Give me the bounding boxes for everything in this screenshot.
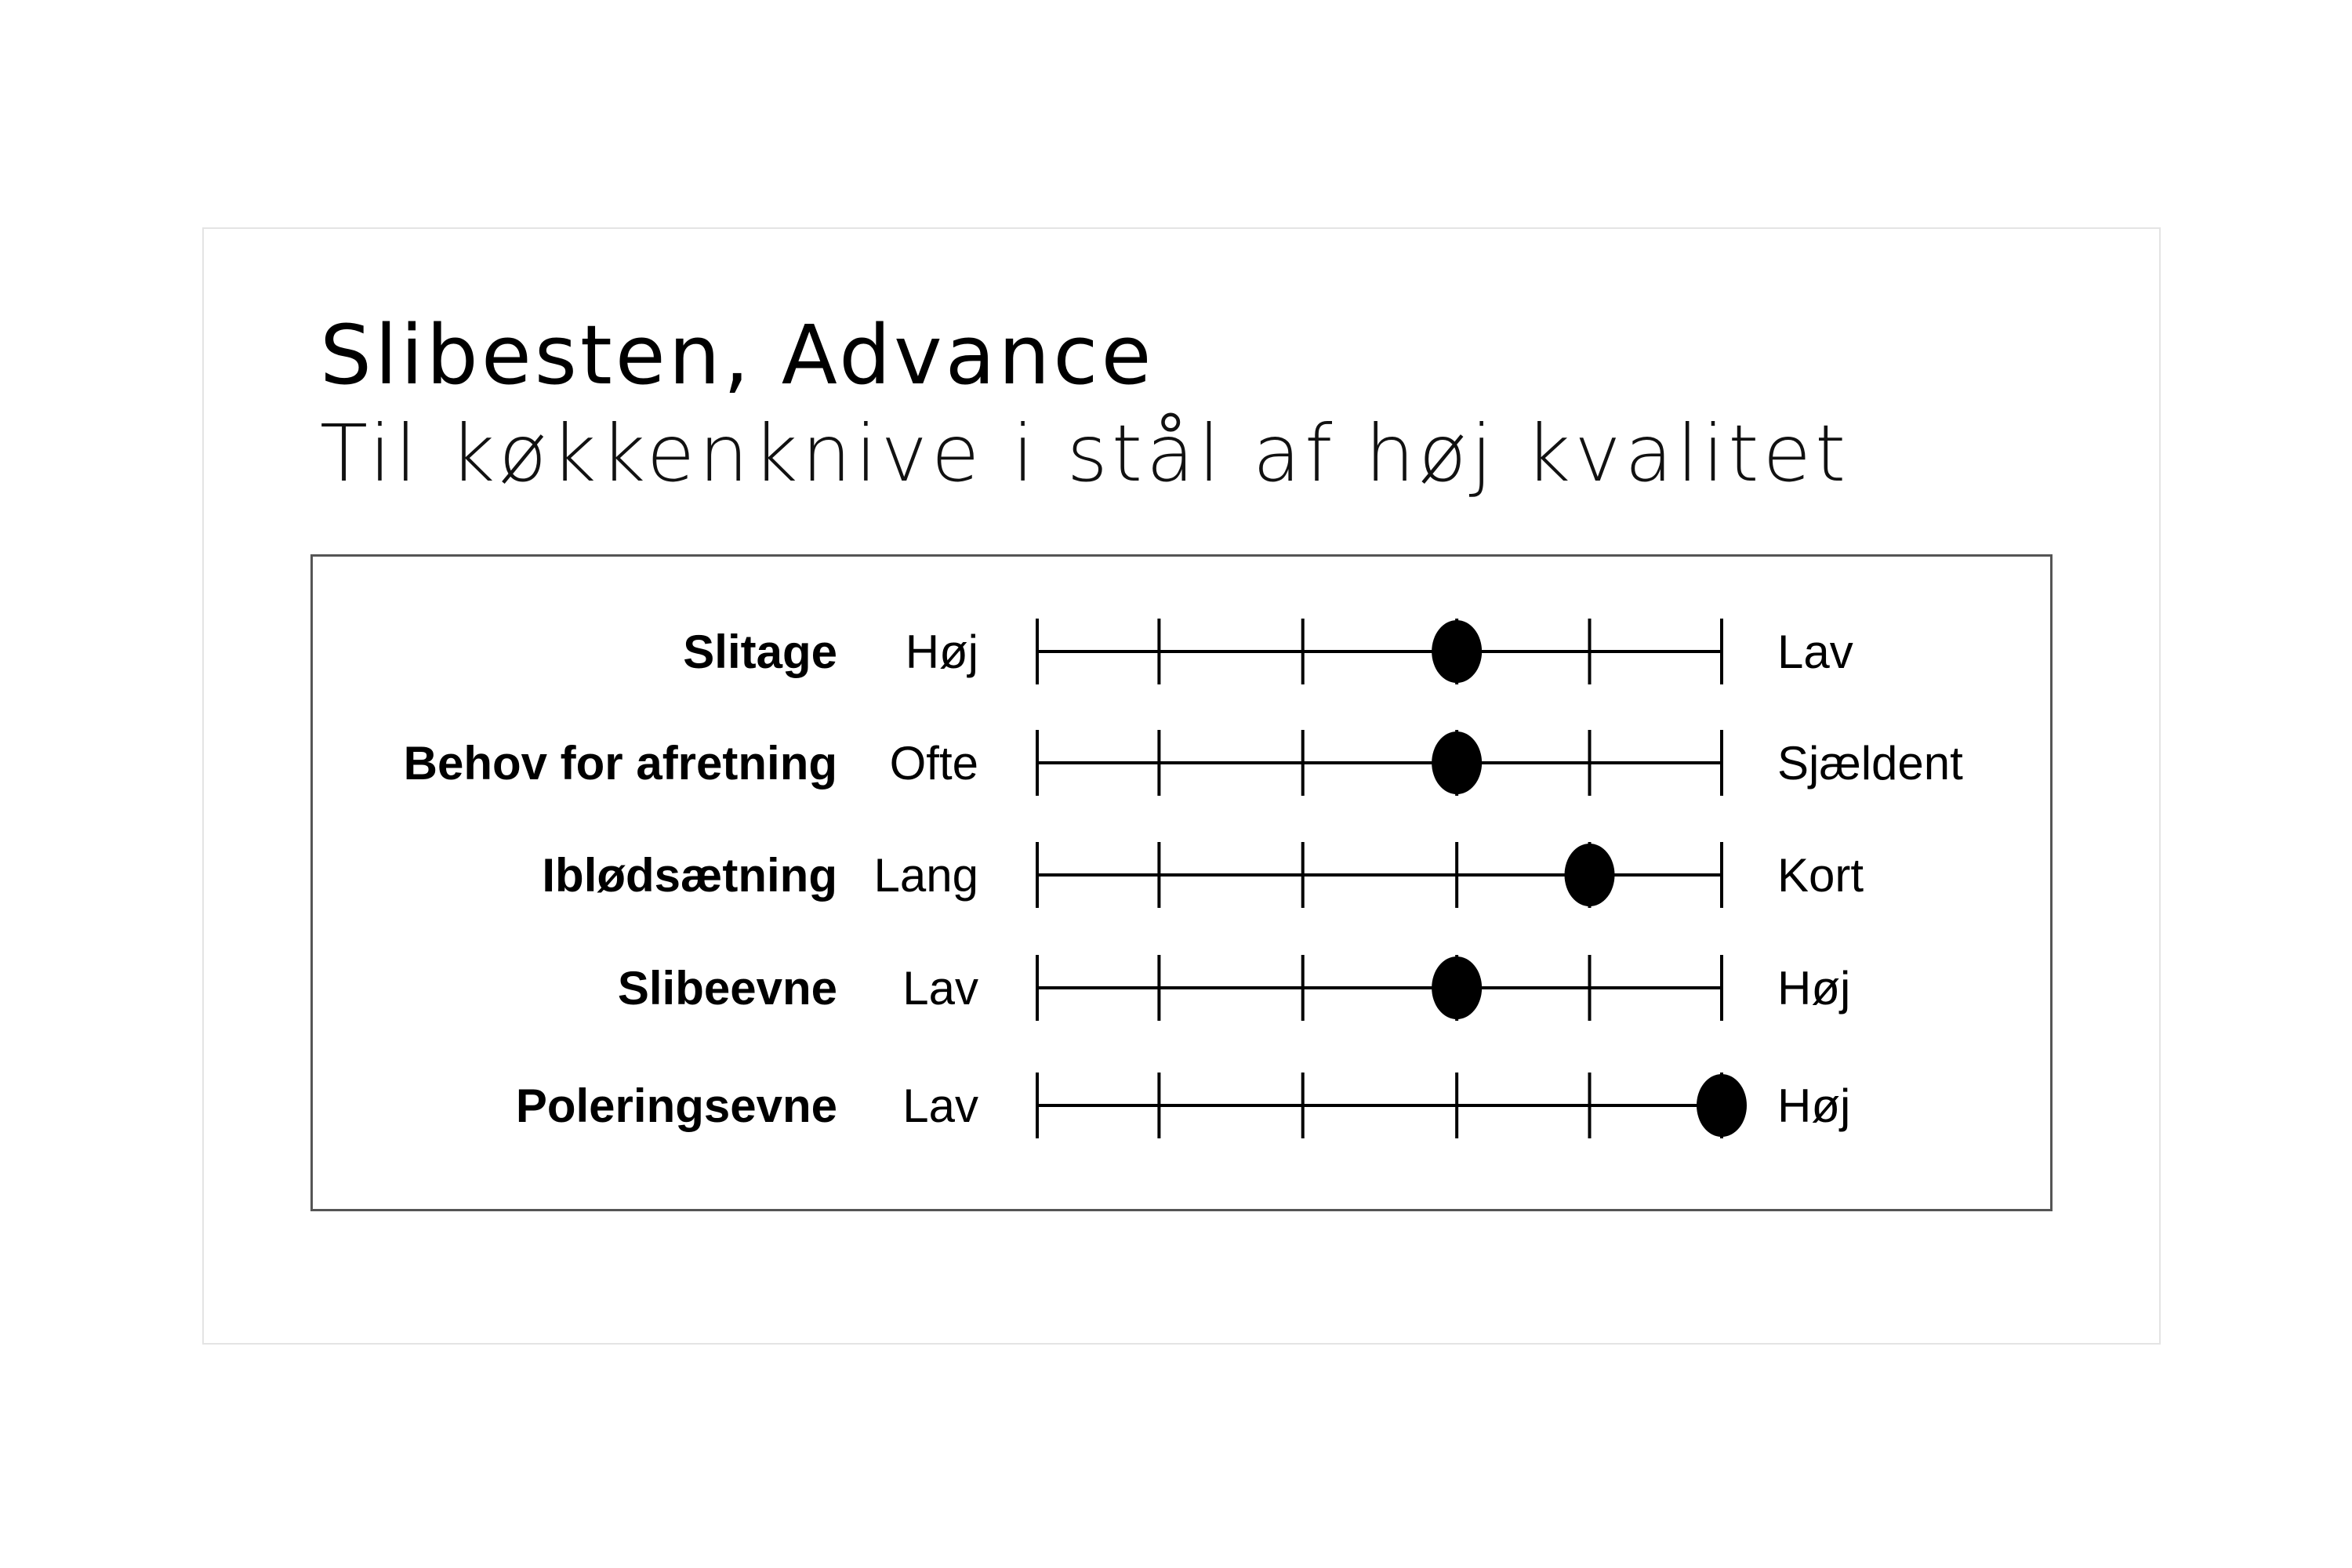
right-end-label: Kort [1777, 849, 1864, 902]
rating-dot [1432, 731, 1483, 794]
row-label: Slibeevne [618, 962, 837, 1014]
product-card [202, 227, 2161, 1345]
row-label: Slitage [683, 626, 837, 678]
right-end-label: Lav [1777, 626, 1853, 678]
row-label: Iblødsætning [542, 849, 837, 902]
left-end-label: Lav [902, 962, 978, 1014]
rating-dot [1432, 620, 1483, 683]
right-end-label: Sjældent [1777, 737, 1963, 789]
rating-dot [1432, 956, 1483, 1019]
right-end-label: Høj [1777, 1080, 1850, 1132]
rating-box [310, 554, 2053, 1211]
rating-dot [1564, 844, 1615, 906]
row-label: Poleringsevne [516, 1080, 837, 1132]
right-end-label: Høj [1777, 962, 1850, 1014]
chart-subtitle: Til køkkenknive i stål af høj kvalitet [320, 408, 1850, 499]
chart-title: Slibesten, Advance [320, 307, 1155, 403]
left-end-label: Ofte [890, 737, 978, 789]
left-end-label: Lang [874, 849, 978, 902]
row-label: Behov for afretning [404, 737, 837, 789]
left-end-label: Høj [906, 626, 978, 678]
left-end-label: Lav [902, 1080, 978, 1132]
rating-dot [1697, 1074, 1747, 1137]
